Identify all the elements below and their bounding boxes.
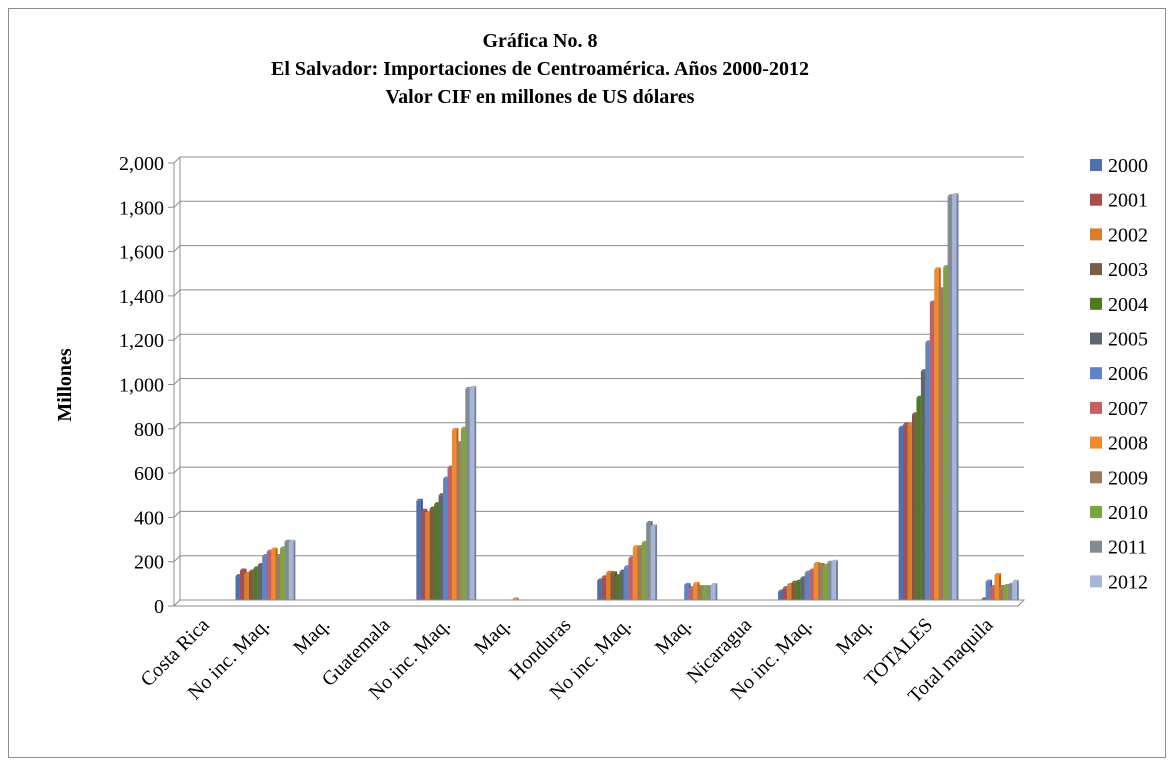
y-tick-label: 1,400 — [119, 286, 164, 308]
legend-label: 2003 — [1108, 259, 1148, 281]
y-tick-label: 1,200 — [119, 330, 164, 352]
legend-label: 2000 — [1108, 155, 1148, 177]
chart-title-line-2: El Salvador: Importaciones de Centroamér… — [271, 58, 809, 80]
legend-label: 2011 — [1108, 537, 1147, 559]
y-tick-label: 1,600 — [119, 242, 164, 264]
gridlines — [173, 156, 1024, 607]
legend-swatch — [1090, 332, 1102, 345]
y-tick-label: 1,800 — [119, 197, 164, 219]
legend-label: 2008 — [1108, 433, 1148, 455]
bars — [175, 193, 1019, 607]
bar-2012-10 — [831, 559, 838, 606]
category-label: Maq. — [289, 614, 334, 659]
chart-title: Gráfica No. 8 El Salvador: Importaciones… — [271, 30, 809, 108]
bar-2012-4 — [469, 385, 477, 606]
legend-label: 2004 — [1108, 294, 1148, 316]
legend-label: 2005 — [1108, 329, 1148, 351]
legend-label: 2006 — [1108, 363, 1148, 385]
chart-title-line-1: Gráfica No. 8 — [483, 30, 598, 52]
gridline — [173, 156, 1024, 164]
gridline — [173, 200, 1024, 208]
legend-swatch — [1090, 436, 1102, 449]
legend-swatch — [1090, 228, 1102, 241]
gridline — [173, 555, 1024, 563]
gridline — [173, 510, 1024, 518]
chart-title-line-3: Valor CIF en millones de US dólares — [386, 86, 695, 108]
bar-2012-7 — [650, 524, 658, 606]
bar-2012-12 — [952, 193, 959, 606]
gridline — [173, 466, 1024, 474]
gridline — [173, 289, 1024, 297]
legend-swatch — [1090, 401, 1102, 414]
legend-label: 2002 — [1108, 224, 1148, 246]
legend-swatch — [1090, 471, 1102, 484]
legend-swatch — [1090, 506, 1102, 518]
legend-swatch — [1090, 193, 1102, 206]
gridline — [173, 333, 1024, 341]
y-tick-label: 0 — [154, 596, 164, 618]
axes — [168, 157, 1026, 607]
legend-swatch — [1090, 367, 1102, 380]
legend-label: 2009 — [1108, 467, 1148, 489]
legend-swatch — [1090, 297, 1102, 310]
legend-label: 2007 — [1108, 398, 1148, 420]
legend: 2000 2001 2002 2003 2004 2005 2006 2007 2008 2009… — [1090, 155, 1148, 593]
legend-label: 2010 — [1108, 502, 1148, 524]
y-tick-label: 1,000 — [119, 375, 164, 397]
gridline — [173, 245, 1024, 252]
legend-swatch — [1090, 575, 1102, 588]
legend-swatch — [1090, 159, 1102, 171]
category-label: Maq. — [832, 614, 877, 659]
legend-swatch — [1090, 540, 1102, 553]
chart-frame — [8, 8, 1166, 758]
y-tick-labels: 0 200 400 600 800 1,000 1,200 1,400 1,600 1,800 2,… — [119, 153, 164, 618]
bar-2012-13 — [1012, 579, 1019, 606]
y-tick-label: 2,000 — [119, 153, 164, 175]
y-tick-label: 200 — [134, 552, 164, 574]
y-tick-label: 400 — [134, 507, 164, 529]
category-label: Maq. — [651, 614, 696, 659]
gridline — [173, 378, 1024, 385]
y-tick-label: 600 — [134, 463, 164, 485]
gridline — [173, 422, 1024, 430]
y-axis-label: Millones — [54, 348, 76, 422]
legend-label: 2001 — [1108, 190, 1148, 212]
category-label: Maq. — [470, 614, 515, 659]
legend-label: 2012 — [1108, 571, 1148, 593]
legend-swatch — [1090, 263, 1102, 276]
y-tick-label: 800 — [134, 419, 164, 441]
floor — [172, 599, 1026, 607]
bar-2012-1 — [288, 539, 296, 606]
